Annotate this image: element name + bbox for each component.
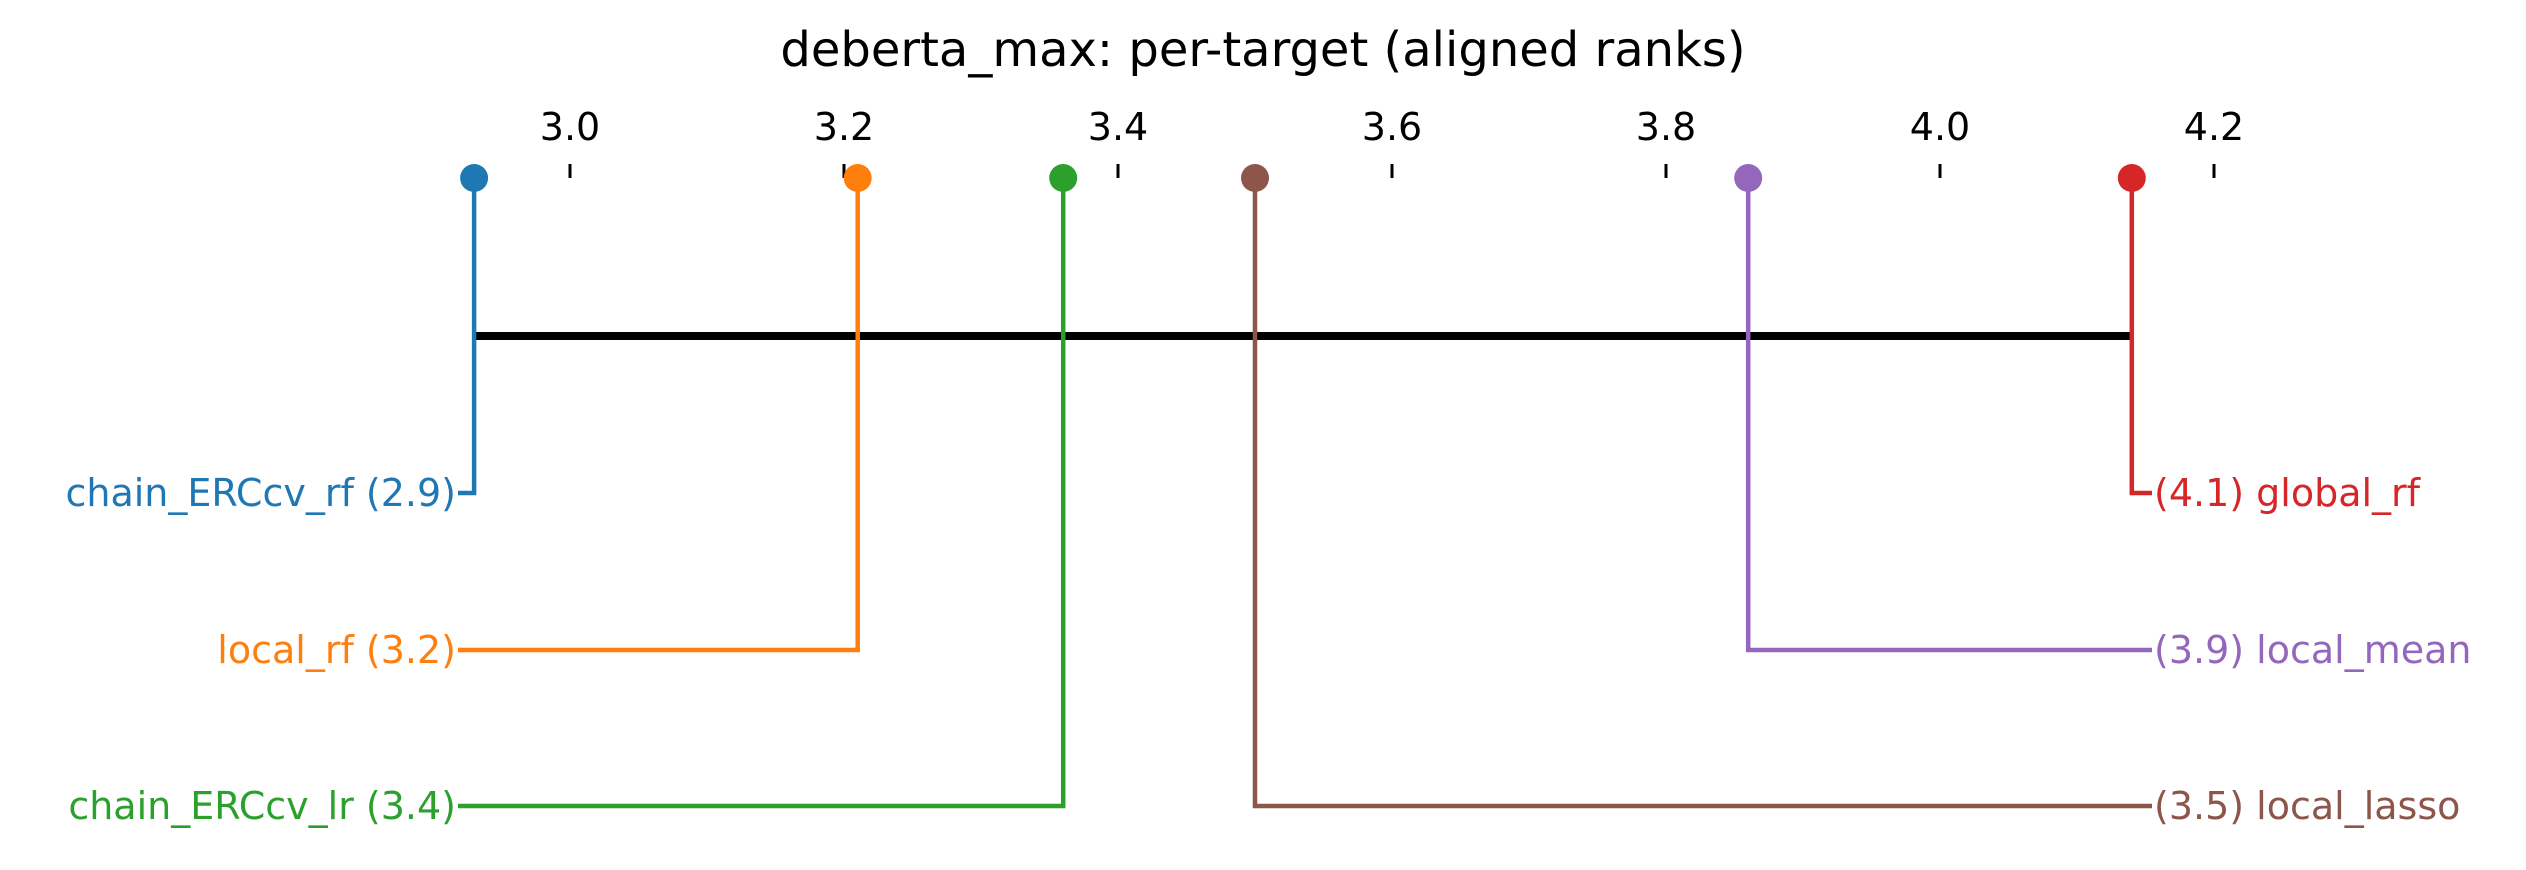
method-rank-marker: [2117, 164, 2146, 192]
method-connector: [458, 178, 1066, 809]
method-label: chain_ERCcv_lr (3.4): [68, 784, 456, 828]
method-label: local_rf (3.2): [217, 628, 456, 672]
method-chain-ERCcv-lr: chain_ERCcv_lr (3.4): [68, 164, 1078, 828]
method-label: (3.5) local_lasso: [2154, 784, 2460, 828]
axis-tick-label: 3.6: [1362, 105, 1422, 149]
method-connector: [458, 178, 860, 653]
axis-tick-label: 4.2: [2184, 105, 2244, 149]
method-rank-marker: [1241, 164, 1269, 192]
method-label: (3.9) local_mean: [2154, 628, 2471, 672]
method-local-mean: (3.9) local_mean: [1734, 164, 2471, 672]
method-connector: [1745, 178, 2152, 653]
axis-tick-label: 3.4: [1088, 105, 1148, 149]
method-connector: [2129, 178, 2152, 496]
method-connector: [1252, 178, 2152, 809]
axis-tick-label: 3.8: [1636, 105, 1696, 149]
chart-title: deberta_max: per-target (aligned ranks): [780, 22, 1745, 78]
axis-tick-label: 3.2: [814, 105, 874, 149]
method-rank-marker: [460, 164, 489, 192]
method-connector: [458, 178, 477, 496]
method-rank-marker: [843, 164, 872, 192]
method-label: (4.1) global_rf: [2154, 471, 2422, 515]
axis-tick-label: 4.0: [1910, 105, 1970, 149]
method-rank-marker: [1049, 164, 1078, 192]
method-markers: chain_ERCcv_rf (2.9) local_rf (3.2) chain_…: [65, 164, 2471, 828]
method-local-lasso: (3.5) local_lasso: [1241, 164, 2460, 828]
rank-axis: 3.0 3.2 3.4 3.6 3.8 4.0 4.2: [540, 105, 2244, 178]
method-label: chain_ERCcv_rf (2.9): [65, 471, 456, 515]
method-global-rf: (4.1) global_rf: [2117, 164, 2422, 515]
method-chain-ERCcv-rf: chain_ERCcv_rf (2.9): [65, 164, 489, 515]
method-local-rf: local_rf (3.2): [217, 164, 872, 672]
method-rank-marker: [1734, 164, 1763, 192]
axis-tick-label: 3.0: [540, 105, 600, 149]
